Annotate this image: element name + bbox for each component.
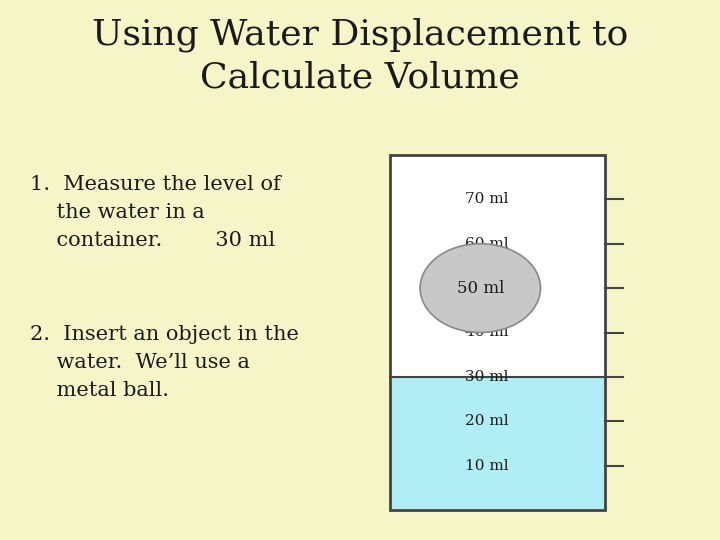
Text: 1.  Measure the level of
    the water in a
    container.        30 ml: 1. Measure the level of the water in a c… [30,175,281,250]
Bar [390,377,605,510]
Text: 40 ml: 40 ml [465,326,508,340]
Text: Using Water Displacement to
Calculate Volume: Using Water Displacement to Calculate Vo… [92,18,628,94]
Text: 50 ml: 50 ml [456,280,504,296]
Text: 30 ml: 30 ml [465,370,508,384]
Text: 70 ml: 70 ml [465,192,508,206]
Text: 10 ml: 10 ml [465,458,508,472]
Text: 20 ml: 20 ml [465,414,508,428]
Bar [390,155,605,510]
Bar [390,155,605,510]
Ellipse shape [420,244,541,333]
Text: 2.  Insert an object in the
    water.  We’ll use a
    metal ball.: 2. Insert an object in the water. We’ll … [30,325,299,400]
Text: 50 ml: 50 ml [465,281,508,295]
Text: 60 ml: 60 ml [465,237,508,251]
